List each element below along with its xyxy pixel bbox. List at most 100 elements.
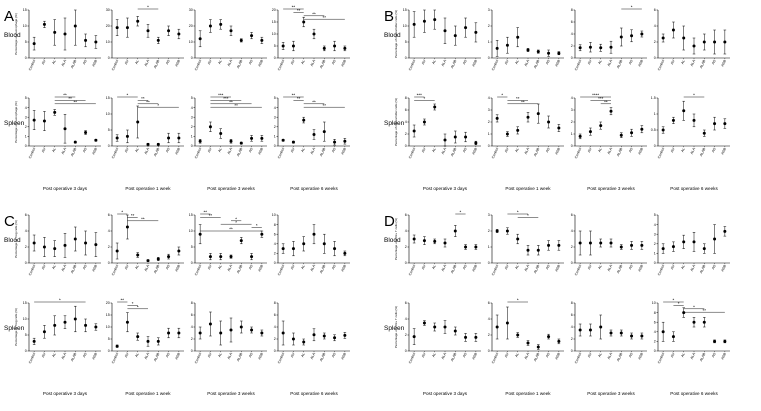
time-label: Post operative 6 weeks bbox=[290, 391, 338, 396]
x-tick-label: AS bbox=[545, 59, 551, 66]
x-tick-label: AS bbox=[82, 59, 88, 66]
subplot-d-blood-2: 0 2 4 6 Control AU AL ALA ALAB AS ASB bbox=[571, 213, 647, 276]
y-tick-label: 10 bbox=[189, 40, 193, 44]
data-point bbox=[412, 237, 416, 241]
y-tick-label: 15 bbox=[272, 20, 276, 24]
x-tick-label: AS bbox=[248, 264, 254, 271]
x-tick-label: AL bbox=[597, 147, 602, 153]
y-tick-label: 2 bbox=[571, 44, 573, 48]
y-tick-label: 15 bbox=[106, 313, 110, 317]
x-tick-label: Control bbox=[194, 352, 202, 364]
significance-label: * bbox=[132, 301, 134, 306]
y-tick-label: 5 bbox=[25, 40, 27, 44]
data-point bbox=[42, 330, 46, 334]
x-tick-label: ASB bbox=[471, 147, 478, 156]
x-tick-label: AS bbox=[545, 352, 551, 359]
x-tick-label: ALAB bbox=[699, 147, 707, 157]
data-point bbox=[671, 28, 675, 32]
x-tick-label: Control bbox=[574, 264, 582, 276]
y-tick-label: 6 bbox=[571, 313, 573, 317]
y-tick-label: 10 bbox=[23, 317, 27, 321]
y-tick-label: 2 bbox=[488, 24, 490, 28]
x-tick-label: ALAB bbox=[450, 264, 458, 274]
y-tick-label: 0 bbox=[108, 349, 110, 353]
y-tick-label: 0 bbox=[25, 261, 27, 265]
x-tick-label: ASB bbox=[471, 352, 478, 361]
x-tick-label: AL bbox=[134, 352, 139, 358]
x-tick-label: ALAB bbox=[699, 59, 707, 69]
x-tick-label: ALAB bbox=[319, 352, 327, 362]
y-tick-label: 3 bbox=[488, 108, 490, 112]
x-tick-label: ALAB bbox=[533, 147, 541, 157]
data-point bbox=[125, 26, 129, 30]
y-tick-label: 20 bbox=[106, 24, 110, 28]
row-label-blood: Blood bbox=[4, 237, 21, 244]
y-tick-label: 3 bbox=[274, 115, 276, 119]
x-tick-label: Control bbox=[28, 147, 36, 159]
x-tick-label: Control bbox=[28, 59, 36, 71]
x-tick-label: ALA bbox=[524, 59, 531, 67]
y-tick-label: 8 bbox=[571, 301, 573, 305]
data-point bbox=[547, 243, 551, 247]
subplot-a-spleen-0: 0 1 2 3 4 5 Percentage of macrophage (%) Contro… bbox=[14, 93, 101, 159]
y-tick-label: 0 bbox=[571, 144, 573, 148]
data-point bbox=[453, 135, 457, 139]
x-tick-label: ASB bbox=[174, 147, 181, 156]
x-tick-label: AS bbox=[82, 147, 88, 154]
x-tick-label: ALAB bbox=[533, 352, 541, 362]
significance-label: ** bbox=[131, 213, 135, 218]
x-tick-label: AU bbox=[124, 264, 130, 271]
data-point bbox=[291, 140, 295, 144]
data-point bbox=[94, 138, 98, 142]
time-label: Post operative 3 weeks bbox=[207, 391, 255, 396]
x-tick-label: AL bbox=[217, 147, 222, 153]
data-point bbox=[702, 40, 706, 44]
x-tick-label: AS bbox=[165, 147, 171, 154]
x-tick-label: AS bbox=[711, 264, 717, 271]
data-point bbox=[422, 321, 426, 325]
y-tick-label: 2 bbox=[654, 340, 656, 344]
data-point bbox=[412, 129, 416, 133]
panel-d: D Blood Spleen Post operative 3 days Post op… bbox=[384, 213, 718, 396]
data-point bbox=[661, 128, 665, 132]
data-point bbox=[177, 249, 181, 253]
x-tick-label: ALA bbox=[144, 264, 151, 272]
data-point bbox=[619, 133, 623, 137]
y-tick-label: 6 bbox=[191, 313, 193, 317]
data-point bbox=[343, 139, 347, 143]
y-tick-label: 4 bbox=[405, 229, 407, 233]
data-point bbox=[505, 43, 509, 47]
data-point bbox=[619, 35, 623, 39]
x-tick-label: ALA bbox=[227, 147, 234, 155]
data-point bbox=[443, 325, 447, 329]
y-tick-label: 8 bbox=[191, 301, 193, 305]
x-tick-label: ASB bbox=[174, 59, 181, 68]
data-point bbox=[198, 232, 202, 236]
x-tick-label: ASB bbox=[91, 352, 98, 361]
x-tick-label: AL bbox=[217, 352, 222, 358]
x-tick-label: ALA bbox=[310, 59, 317, 67]
x-tick-label: Control bbox=[28, 352, 36, 364]
data-point bbox=[547, 51, 551, 55]
significance-label: ** bbox=[68, 96, 72, 101]
x-tick-label: ALAB bbox=[70, 352, 78, 362]
x-tick-label: AU bbox=[504, 264, 510, 271]
data-point bbox=[84, 131, 88, 135]
y-tick-label: 20 bbox=[272, 8, 276, 12]
panel-b: B Blood Spleen Post operative 3 days Post op… bbox=[384, 8, 718, 191]
significance-label: *** bbox=[598, 96, 604, 101]
x-tick-label: ASB bbox=[257, 352, 264, 361]
data-point bbox=[260, 331, 264, 335]
data-point bbox=[115, 344, 119, 348]
time-label: Post operative 3 weeks bbox=[587, 186, 635, 191]
data-point bbox=[125, 134, 129, 138]
x-tick-label: ALAB bbox=[153, 264, 161, 274]
data-point bbox=[516, 35, 520, 39]
x-tick-label: ALAB bbox=[236, 59, 244, 69]
x-tick-label: AL bbox=[217, 264, 222, 270]
data-point bbox=[464, 245, 468, 249]
subplot-d-blood-3: 0 1 2 3 4 5 Control AU AL ALA ALAB AS ASB bbox=[654, 213, 730, 276]
x-tick-label: ASB bbox=[91, 147, 98, 156]
